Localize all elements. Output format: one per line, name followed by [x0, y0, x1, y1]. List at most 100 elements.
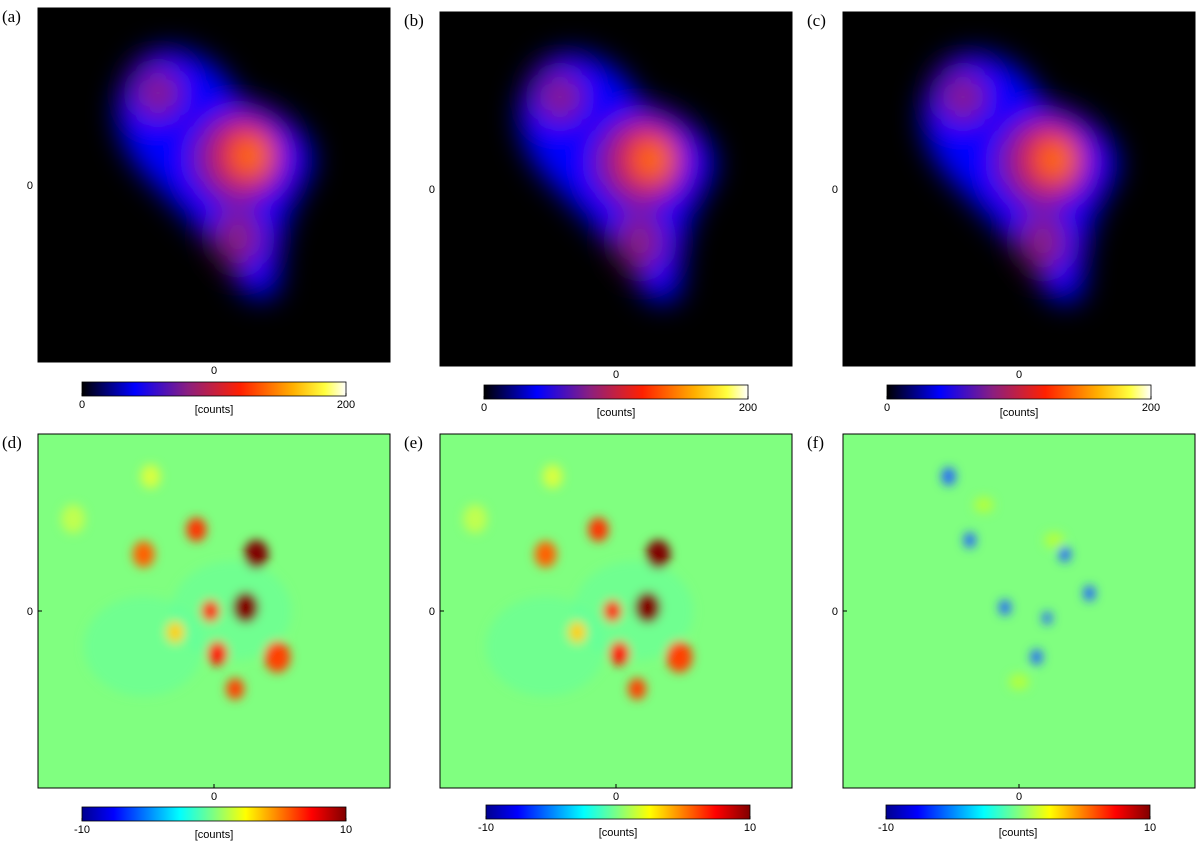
residual-blob	[140, 464, 161, 489]
emission-blob	[1019, 212, 1067, 272]
colorbar-label: [counts]	[599, 827, 638, 839]
residual-blob	[244, 539, 269, 569]
colorbar-gradient	[81, 381, 347, 397]
x-tick-label: 0	[1016, 369, 1022, 381]
blobs	[61, 464, 292, 700]
colorbar-gradient	[485, 804, 751, 820]
colorbar-tick-label: 200	[1142, 402, 1160, 414]
panel: (f) 0 0	[807, 433, 1196, 803]
colorbar-gradient	[483, 384, 749, 400]
image	[38, 434, 390, 788]
colorbar-gradient	[885, 804, 1151, 820]
y-tick-label: 0	[27, 180, 33, 192]
residual-blob	[666, 641, 693, 673]
colorbar-tick-label: 200	[337, 399, 355, 411]
colorbar-label: [counts]	[195, 404, 234, 416]
residual-blob	[186, 517, 207, 542]
y-tick-label: 0	[27, 606, 33, 618]
y-tick-label: 0	[429, 606, 435, 618]
emission-peak	[641, 146, 665, 174]
colorbar: -10 10 [counts]	[878, 804, 1156, 839]
noise	[83, 596, 204, 697]
emission-blob	[538, 72, 582, 122]
colorbar-tick-label: 10	[340, 824, 352, 836]
blobs	[117, 49, 313, 299]
residual-blob	[1042, 611, 1053, 625]
residual-blob	[568, 621, 587, 644]
image	[843, 12, 1195, 366]
residual-blob	[226, 678, 245, 700]
image	[440, 12, 792, 366]
residual-blob	[941, 467, 956, 486]
colorbar: 0 200 [counts]	[884, 384, 1160, 419]
panel-label: (b)	[404, 11, 424, 30]
residual-blob	[1030, 649, 1043, 665]
residual-blob	[973, 496, 994, 513]
residual-blob	[634, 591, 661, 624]
panel: (c) 0 0	[807, 11, 1196, 381]
residual-blob	[609, 641, 630, 666]
colorbar-label: [counts]	[195, 829, 234, 841]
residual-blob	[963, 532, 976, 548]
residual-blob	[603, 600, 622, 622]
emission-peak	[239, 142, 263, 170]
residual-blob	[166, 621, 185, 644]
image	[843, 434, 1195, 788]
residual-blob	[207, 641, 228, 666]
panel-label: (c)	[807, 11, 826, 30]
colorbar-label: [counts]	[597, 407, 636, 419]
y-tick-label: 0	[832, 606, 838, 618]
colorbar-tick-label: 0	[481, 402, 487, 414]
emission-blob	[941, 72, 985, 122]
blobs	[463, 464, 694, 700]
panel: (d) 0 0	[2, 433, 391, 803]
colorbar-tick-label: 0	[79, 399, 85, 411]
noise	[485, 596, 606, 697]
colorbar-tick-label: 0	[884, 402, 890, 414]
residual-blob	[646, 539, 671, 569]
panel-label: (d)	[2, 433, 22, 452]
residual-blob	[998, 599, 1011, 616]
y-tick-label: 0	[429, 184, 435, 196]
x-tick-label: 0	[211, 365, 217, 377]
colorbar: 0 200 [counts]	[481, 384, 757, 419]
colorbar-label: [counts]	[999, 827, 1038, 839]
background	[843, 434, 1195, 788]
residual-blob	[1044, 532, 1065, 549]
x-tick-label: 0	[1016, 791, 1022, 803]
panel: (a) 0 0	[2, 7, 391, 377]
emission-blob	[136, 68, 180, 118]
emission-peak	[1044, 146, 1068, 174]
panel: (b) 0 0	[404, 11, 793, 381]
x-tick-label: 0	[613, 369, 619, 381]
colorbar-tick-label: -10	[878, 822, 894, 834]
panel: (e) 0 0	[404, 433, 793, 803]
panel-label: (e)	[404, 433, 423, 452]
colorbar-tick-label: 200	[739, 402, 757, 414]
panel-label: (a)	[2, 7, 21, 26]
residual-blob	[588, 517, 609, 542]
y-tick-label: 0	[832, 184, 838, 196]
residual-blob	[534, 541, 557, 568]
residual-blob	[232, 591, 259, 624]
residual-blob	[628, 678, 647, 700]
colorbar-gradient	[886, 384, 1152, 400]
image	[38, 8, 390, 362]
colorbar-label: [counts]	[1000, 407, 1039, 419]
colorbar: 0 200 [counts]	[79, 381, 355, 416]
residual-blob	[132, 541, 155, 568]
residual-blob	[61, 504, 86, 534]
image	[440, 434, 792, 788]
x-tick-label: 0	[211, 791, 217, 803]
residual-blob	[542, 464, 563, 489]
colorbar-tick-label: 10	[1144, 822, 1156, 834]
blobs	[922, 53, 1118, 303]
colorbar-tick-label: 10	[744, 822, 756, 834]
colorbar: -10 10 [counts]	[74, 806, 352, 841]
colorbar-tick-label: -10	[478, 822, 494, 834]
colorbar-gradient	[81, 806, 347, 822]
residual-blob	[1009, 673, 1029, 690]
colorbar: -10 10 [counts]	[478, 804, 756, 839]
residual-blob	[264, 641, 291, 673]
